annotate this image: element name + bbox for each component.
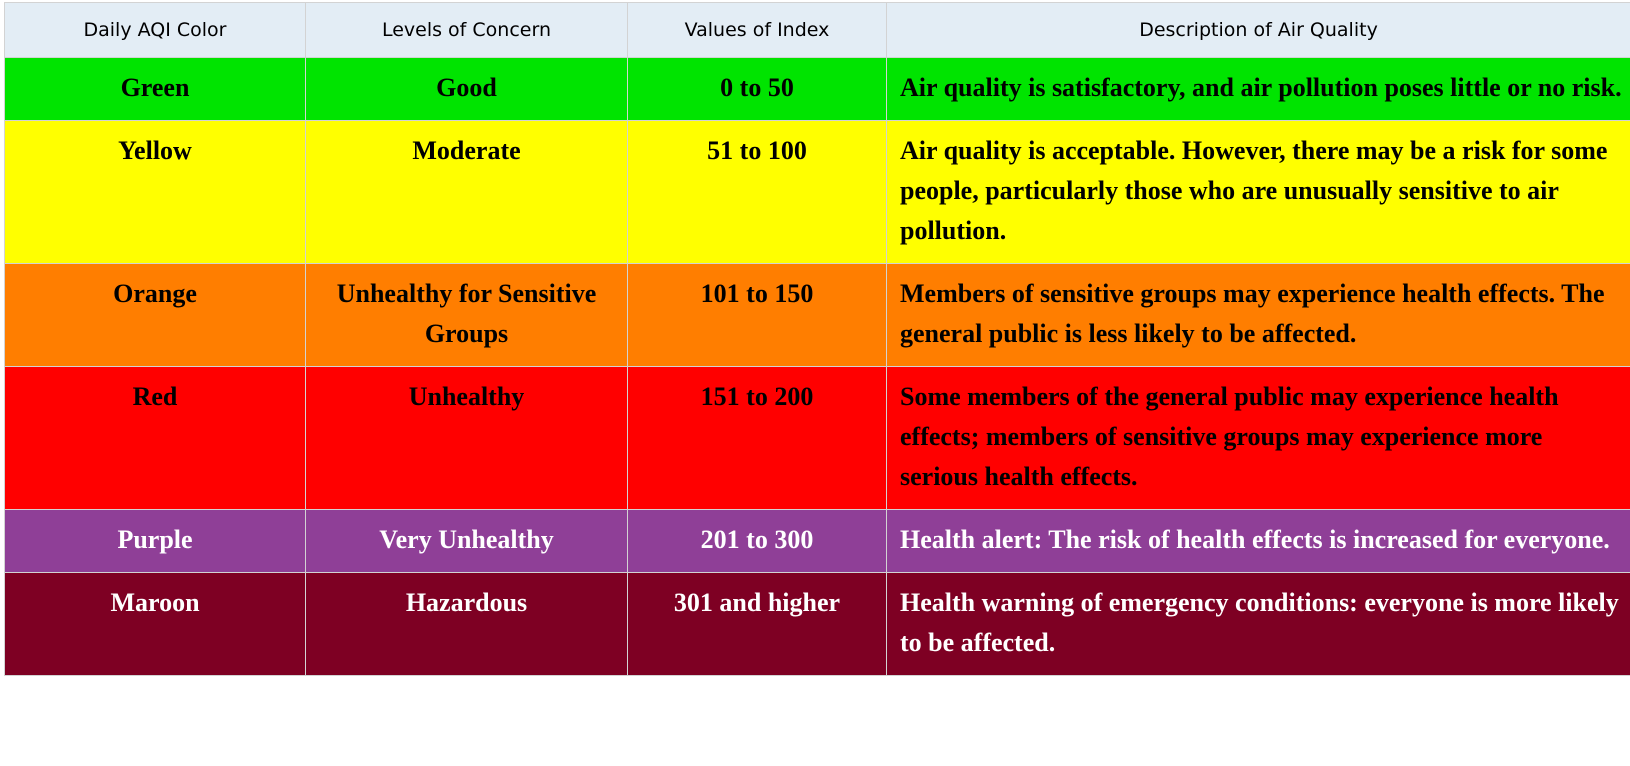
aqi-table: Daily AQI Color Levels of Concern Values… <box>4 2 1630 676</box>
table-row-purple: Purple Very Unhealthy 201 to 300 Health … <box>4 509 1630 573</box>
cell-values: 101 to 150 <box>627 263 887 367</box>
cell-level: Very Unhealthy <box>305 509 628 573</box>
cell-values: 151 to 200 <box>627 366 887 510</box>
cell-color-name: Red <box>4 366 306 510</box>
cell-values: 301 and higher <box>627 572 887 676</box>
cell-level: Unhealthy for Sensitive Groups <box>305 263 628 367</box>
cell-color-name: Green <box>4 57 306 121</box>
header-daily-aqi-color: Daily AQI Color <box>4 2 306 58</box>
cell-level: Good <box>305 57 628 121</box>
header-levels-of-concern: Levels of Concern <box>305 2 628 58</box>
table-header-row: Daily AQI Color Levels of Concern Values… <box>4 2 1630 58</box>
cell-level: Unhealthy <box>305 366 628 510</box>
cell-color-name: Purple <box>4 509 306 573</box>
cell-description: Health alert: The risk of health effects… <box>886 509 1630 573</box>
cell-description: Members of sensitive groups may experien… <box>886 263 1630 367</box>
cell-description: Air quality is acceptable. However, ther… <box>886 120 1630 264</box>
cell-color-name: Yellow <box>4 120 306 264</box>
cell-values: 51 to 100 <box>627 120 887 264</box>
table-row-green: Green Good 0 to 50 Air quality is satisf… <box>4 57 1630 121</box>
header-description: Description of Air Quality <box>886 2 1630 58</box>
cell-color-name: Orange <box>4 263 306 367</box>
cell-values: 0 to 50 <box>627 57 887 121</box>
cell-color-name: Maroon <box>4 572 306 676</box>
cell-level: Moderate <box>305 120 628 264</box>
cell-values: 201 to 300 <box>627 509 887 573</box>
cell-description: Health warning of emergency conditions: … <box>886 572 1630 676</box>
table-row-yellow: Yellow Moderate 51 to 100 Air quality is… <box>4 120 1630 264</box>
header-values-of-index: Values of Index <box>627 2 887 58</box>
cell-description: Air quality is satisfactory, and air pol… <box>886 57 1630 121</box>
table-row-maroon: Maroon Hazardous 301 and higher Health w… <box>4 572 1630 676</box>
table-row-orange: Orange Unhealthy for Sensitive Groups 10… <box>4 263 1630 367</box>
cell-level: Hazardous <box>305 572 628 676</box>
table-row-red: Red Unhealthy 151 to 200 Some members of… <box>4 366 1630 510</box>
cell-description: Some members of the general public may e… <box>886 366 1630 510</box>
